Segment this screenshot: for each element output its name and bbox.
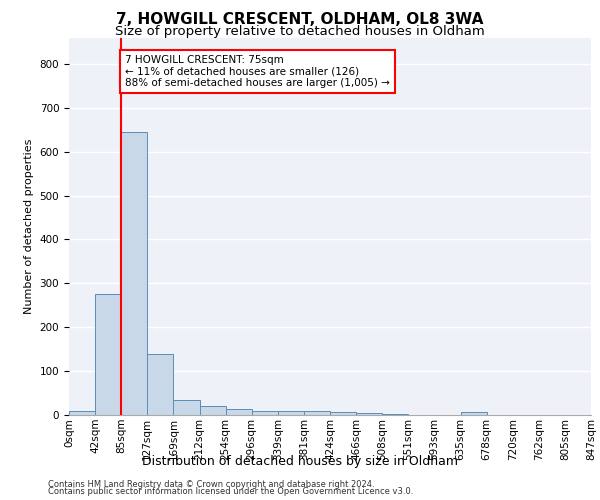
Bar: [173, 400, 199, 415]
Bar: [252, 410, 278, 415]
Text: Distribution of detached houses by size in Oldham: Distribution of detached houses by size …: [142, 454, 458, 468]
Bar: [382, 414, 409, 415]
Bar: [121, 132, 148, 415]
Bar: [461, 412, 487, 415]
Text: Contains public sector information licensed under the Open Government Licence v3: Contains public sector information licen…: [48, 487, 413, 496]
Text: Size of property relative to detached houses in Oldham: Size of property relative to detached ho…: [115, 25, 485, 38]
Bar: [69, 412, 95, 415]
Text: 7, HOWGILL CRESCENT, OLDHAM, OL8 3WA: 7, HOWGILL CRESCENT, OLDHAM, OL8 3WA: [116, 12, 484, 28]
Bar: [95, 294, 121, 415]
Bar: [226, 410, 252, 415]
Bar: [304, 411, 330, 415]
Bar: [330, 412, 356, 415]
Bar: [278, 410, 304, 415]
Y-axis label: Number of detached properties: Number of detached properties: [24, 138, 34, 314]
Bar: [356, 413, 382, 415]
Text: Contains HM Land Registry data © Crown copyright and database right 2024.: Contains HM Land Registry data © Crown c…: [48, 480, 374, 489]
Bar: [199, 406, 226, 415]
Text: 7 HOWGILL CRESCENT: 75sqm
← 11% of detached houses are smaller (126)
88% of semi: 7 HOWGILL CRESCENT: 75sqm ← 11% of detac…: [125, 55, 390, 88]
Bar: [148, 354, 173, 415]
